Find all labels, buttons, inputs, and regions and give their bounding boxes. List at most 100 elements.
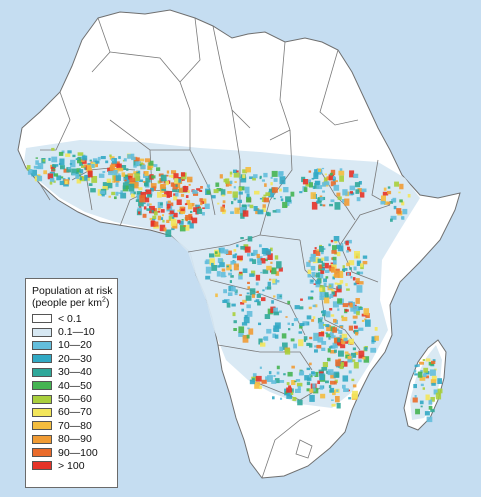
risk-spot [392, 197, 397, 203]
risk-spot [127, 173, 134, 178]
risk-spot [330, 314, 335, 317]
risk-spot [335, 396, 340, 403]
risk-spot [142, 213, 147, 218]
risk-spot [273, 197, 276, 200]
risk-spot [142, 181, 146, 183]
risk-spot [211, 262, 214, 266]
risk-spot [196, 208, 203, 214]
risk-spot [173, 195, 178, 201]
risk-spot [167, 200, 171, 204]
risk-spot [279, 176, 286, 185]
risk-spot [430, 379, 437, 385]
risk-spot [88, 183, 93, 186]
risk-spot [286, 387, 292, 393]
risk-spot [139, 195, 146, 203]
risk-spot [214, 251, 218, 254]
risk-spot [121, 165, 127, 170]
risk-spot [255, 208, 260, 215]
risk-spot [172, 223, 178, 229]
risk-spot [349, 185, 356, 191]
risk-spot [350, 306, 355, 312]
risk-spot [35, 157, 38, 159]
risk-spot [326, 325, 332, 332]
risk-spot [157, 191, 162, 198]
risk-spot [346, 262, 350, 267]
risk-spot [77, 157, 82, 164]
risk-spot [206, 190, 211, 195]
risk-spot [232, 312, 236, 317]
risk-spot [258, 338, 263, 345]
risk-spot [429, 369, 436, 376]
risk-spot [344, 351, 349, 354]
risk-spot [278, 267, 283, 272]
risk-spot [146, 203, 150, 207]
risk-spot [338, 350, 344, 357]
risk-spot [315, 272, 320, 278]
legend-label: 80—90 [58, 433, 92, 446]
risk-spot [320, 393, 326, 399]
risk-spot [166, 191, 172, 197]
risk-spot [238, 187, 242, 191]
risk-spot [401, 216, 405, 220]
risk-spot [79, 169, 84, 174]
risk-spot [172, 216, 175, 219]
risk-spot [306, 388, 310, 392]
risk-spot [322, 362, 328, 368]
risk-spot [223, 289, 227, 294]
risk-spot [266, 328, 272, 334]
risk-spot [293, 318, 299, 322]
risk-spot [251, 270, 256, 276]
risk-spot [396, 208, 402, 214]
risk-spot [80, 159, 85, 162]
risk-spot [263, 194, 267, 197]
risk-spot [31, 169, 37, 177]
risk-spot [330, 380, 335, 385]
risk-spot [319, 296, 325, 300]
risk-spot [243, 316, 250, 324]
risk-spot [175, 182, 181, 189]
risk-spot [229, 171, 233, 175]
risk-spot [308, 170, 312, 173]
risk-spot [133, 171, 138, 175]
risk-spot [187, 190, 190, 193]
risk-spot [389, 201, 393, 204]
risk-spot [313, 254, 316, 257]
risk-spot [120, 192, 127, 199]
risk-spot [352, 359, 356, 362]
risk-spot [337, 284, 342, 289]
risk-spot [144, 171, 149, 176]
risk-spot [260, 293, 263, 296]
risk-spot [419, 400, 424, 405]
risk-spot [352, 315, 358, 319]
risk-spot [80, 156, 84, 160]
risk-spot [298, 331, 303, 334]
risk-spot [312, 304, 316, 308]
risk-spot [398, 191, 401, 194]
risk-spot [244, 314, 248, 319]
risk-spot [161, 194, 167, 197]
risk-spot [270, 306, 276, 313]
risk-spot [337, 252, 341, 257]
risk-spot [139, 164, 142, 166]
risk-spot [306, 315, 312, 320]
risk-spot [319, 385, 324, 390]
risk-spot [220, 206, 225, 212]
risk-spot [180, 172, 186, 177]
risk-spot [276, 365, 280, 370]
risk-spot [339, 363, 344, 370]
legend-swatch [32, 461, 52, 471]
risk-spot [423, 372, 427, 375]
risk-spot [144, 182, 148, 186]
risk-spot [374, 335, 379, 341]
risk-spot [332, 276, 335, 280]
risk-spot [419, 375, 426, 381]
risk-spot [176, 199, 182, 205]
risk-spot [216, 271, 221, 277]
risk-spot [363, 308, 369, 316]
risk-spot [196, 188, 201, 191]
risk-spot [240, 237, 244, 240]
risk-spot [226, 265, 229, 268]
risk-spot [331, 403, 336, 407]
risk-spot [228, 285, 234, 292]
legend-swatch [32, 394, 52, 404]
